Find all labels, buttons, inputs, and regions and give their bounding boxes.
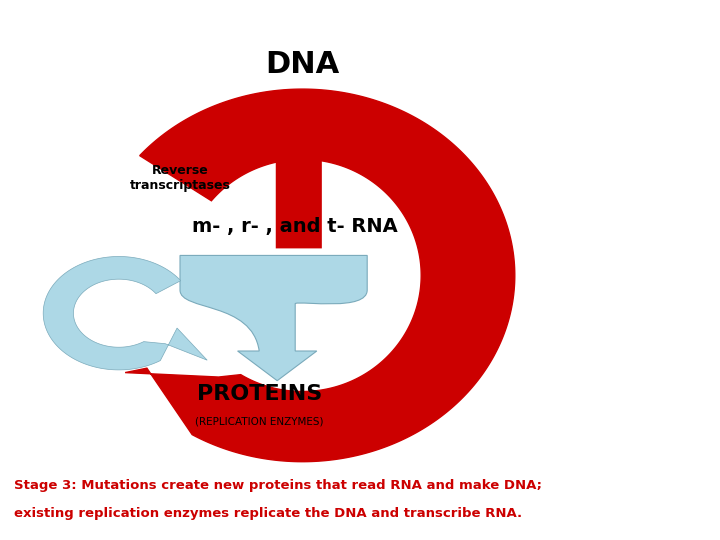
Text: Stage 3: Mutations create new proteins that read RNA and make DNA;: Stage 3: Mutations create new proteins t… (14, 480, 542, 492)
Polygon shape (43, 256, 207, 370)
Text: (REPLICATION ENZYMES): (REPLICATION ENZYMES) (195, 416, 323, 426)
Text: PROTEINS: PROTEINS (197, 384, 322, 404)
Text: m- , r- , and t- RNA: m- , r- , and t- RNA (192, 217, 398, 237)
Text: DNA: DNA (265, 50, 340, 79)
Polygon shape (125, 89, 515, 462)
Polygon shape (256, 97, 342, 248)
PathPatch shape (180, 255, 367, 381)
Text: existing replication enzymes replicate the DNA and transcribe RNA.: existing replication enzymes replicate t… (14, 507, 523, 519)
Text: Reverse
transcriptases: Reverse transcriptases (130, 164, 230, 192)
